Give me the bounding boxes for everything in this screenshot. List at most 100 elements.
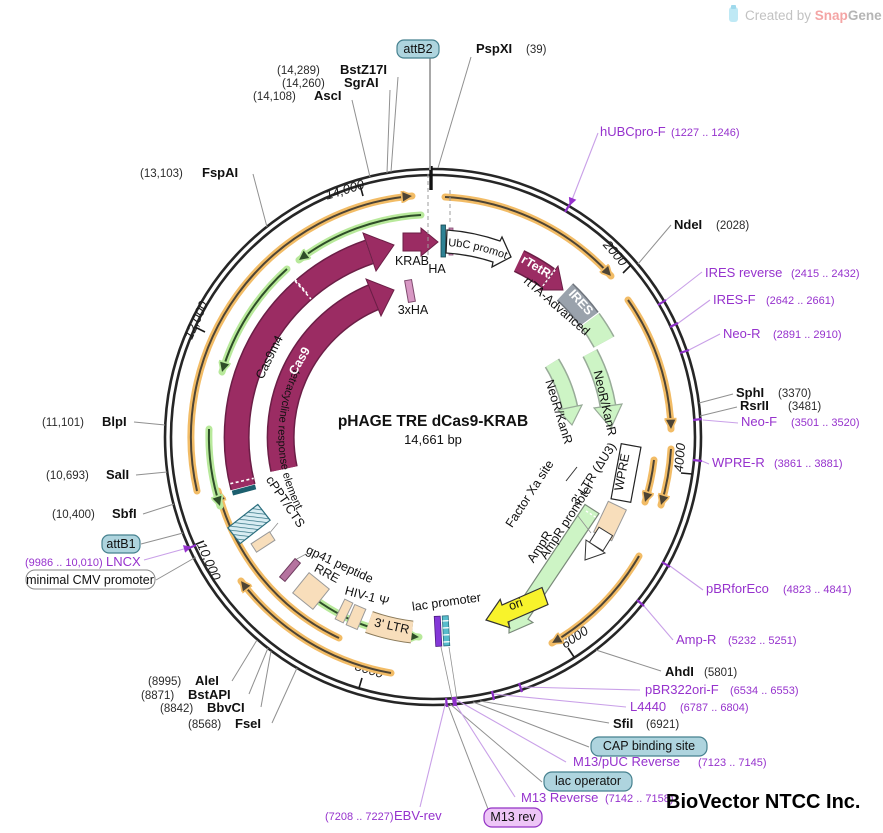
site-FspAI: (13,103) FspAI — [140, 165, 238, 180]
primer-leader-lines — [143, 132, 739, 808]
site-name: BbvCI — [207, 700, 245, 715]
primer-range: (1227 .. 1246) — [671, 127, 740, 139]
site-AhdI: AhdI (5801) — [665, 664, 737, 679]
primer-range: (2891 .. 2910) — [773, 329, 842, 341]
site-name: SphI — [736, 385, 764, 400]
site-name: AleI — [195, 673, 219, 688]
badge-label: attB2 — [403, 42, 432, 56]
site-pos: (2028) — [716, 220, 749, 232]
badge-label: attB1 — [106, 537, 135, 551]
badge-m13-rev: M13 rev — [483, 807, 543, 828]
badge-minimal-cmv-promoter: minimal CMV promoter — [25, 569, 156, 590]
site-pos: (8995) — [148, 676, 181, 688]
primer-IRES-reverse: IRES reverse (2415 .. 2432) — [705, 265, 860, 280]
plasmid-size: 14,661 bp — [404, 432, 462, 447]
feature-cppt-box — [250, 522, 279, 553]
badge-lac-operator: lac operator — [543, 771, 633, 792]
site-name: BstAPI — [188, 687, 231, 702]
primer-name: EBV-rev — [394, 808, 442, 823]
badge-cap-binding-site: CAP binding site — [590, 736, 708, 757]
site-pos: (14,260) — [282, 78, 325, 90]
primer-WPRE-R: WPRE-R (3861 .. 3881) — [712, 455, 843, 470]
primer-range: (4823 .. 4841) — [783, 584, 852, 596]
primer-range: (7123 .. 7145) — [698, 757, 767, 769]
primer-name: Neo-F — [741, 414, 777, 429]
primer-pBRforEco: pBRforEco (4823 .. 4841) — [706, 581, 852, 596]
primer-name: pBRforEco — [706, 581, 769, 596]
primer-name: IRES-F — [713, 292, 756, 307]
primer-range: (3501 .. 3520) — [791, 417, 860, 429]
feature-3ltr-band — [365, 611, 414, 644]
site-pos: (10,693) — [46, 470, 89, 482]
feature-ori-arrow — [485, 586, 549, 629]
site-AscI: (14,108) AscI — [253, 88, 341, 103]
primer-range: (6534 .. 6553) — [730, 685, 799, 697]
site-SgrAI: (14,260) SgrAI — [282, 75, 379, 90]
site-pos: (8871) — [141, 690, 174, 702]
feature-hiv-psi-boxes — [334, 598, 367, 631]
plasmid-name: pHAGE TRE dCas9-KRAB — [338, 413, 528, 430]
site-labels: PspXI (39) NdeI (2028) SphI (3370) RsrII… — [42, 41, 821, 731]
primer-range: (2642 .. 2661) — [766, 295, 835, 307]
site-leader-lines — [133, 56, 738, 810]
feature-ires-band — [556, 283, 599, 327]
watermark-text: Created by SnapGene — [745, 8, 882, 23]
primer-M13-pUC-Reverse: M13/pUC Reverse (7123 .. 7145) — [573, 754, 767, 769]
site-FseI: (8568) FseI — [188, 716, 261, 731]
tre-end-cap — [231, 484, 257, 496]
feature-tre-hatched-box — [227, 503, 271, 545]
primer-name: pBR322ori-F — [645, 682, 719, 697]
snapgene-icon — [729, 5, 738, 22]
site-name: SalI — [106, 467, 129, 482]
primer-Neo-F: Neo-F (3501 .. 3520) — [741, 414, 860, 429]
site-name: BstZ17I — [340, 62, 387, 77]
site-pos: (3370) — [778, 388, 811, 400]
site-SphI: SphI (3370) — [736, 385, 811, 400]
badge-attB1: attB1 — [101, 534, 141, 554]
feature-3xha-bar — [404, 278, 416, 304]
site-BbvCI: (8842) BbvCI — [160, 700, 245, 715]
primer-name: M13 Reverse — [521, 790, 598, 805]
ha-label: HA — [428, 262, 446, 276]
site-name: RsrII — [740, 398, 769, 413]
site-SfiI: SfiI (6921) — [613, 716, 679, 731]
feature-rre-box — [292, 572, 330, 610]
primer-range: (7142 .. 7158) — [605, 793, 674, 805]
tick-14000: 14,000 — [323, 176, 366, 202]
primer-name: IRES reverse — [705, 265, 782, 280]
site-name: SbfI — [112, 506, 137, 521]
snapgene-watermark: Created by SnapGene — [729, 5, 882, 23]
site-name: FspAI — [202, 165, 238, 180]
krab-label: KRAB — [395, 254, 429, 268]
primer-range: (7208 .. 7227) — [325, 811, 394, 823]
primer-LNCX: (9986 .. 10,010) LNCX — [25, 554, 141, 569]
site-pos: (5801) — [704, 667, 737, 679]
site-name: AscI — [314, 88, 341, 103]
primer-IRES-F: IRES-F (2642 .. 2661) — [713, 292, 835, 307]
site-name: PspXI — [476, 41, 512, 56]
site-name: SfiI — [613, 716, 633, 731]
orf-arcs-gold — [187, 196, 671, 677]
site-BstAPI: (8871) BstAPI — [141, 687, 231, 702]
feature-cas9-arc — [266, 278, 395, 472]
badge-label: minimal CMV promoter — [26, 573, 154, 587]
site-RsrII: RsrII (3481) — [740, 398, 821, 413]
scale-ticks — [193, 184, 693, 689]
site-pos: (14,108) — [253, 91, 296, 103]
ampr-promoter-leader — [577, 515, 592, 534]
factor-xa-leader — [565, 466, 578, 482]
site-BlpI: (11,101) BlpI — [42, 414, 127, 429]
site-name: AhdI — [665, 664, 694, 679]
site-NdeI: NdeI (2028) — [674, 217, 749, 232]
site-pos: (13,103) — [140, 168, 183, 180]
watermark-prefix: Created by — [745, 8, 815, 23]
site-name: FseI — [235, 716, 261, 731]
wpre-label: WPRE — [612, 453, 633, 492]
primer-name: M13/pUC Reverse — [573, 754, 680, 769]
primer-name: WPRE-R — [712, 455, 765, 470]
feature-lac-promoter-bars — [433, 615, 458, 700]
primer-name: Neo-R — [723, 326, 761, 341]
primer-L4440: L4440 (6787 .. 6804) — [630, 699, 749, 714]
lac-promoter-label: lac promoter — [411, 590, 482, 614]
